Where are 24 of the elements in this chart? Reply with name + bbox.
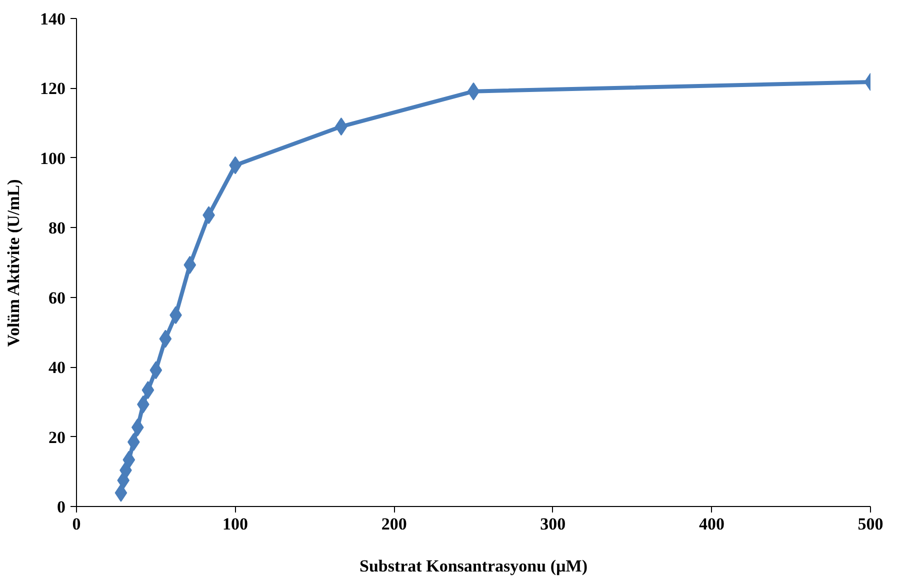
x-tick-label: 200 xyxy=(381,514,407,534)
y-axis-title: Volüm Aktivite (U/mL) xyxy=(4,179,23,347)
point xyxy=(114,484,128,502)
point xyxy=(159,330,172,348)
x-tick-label: 500 xyxy=(858,514,884,534)
point xyxy=(184,256,196,274)
y-tick-label: 80 xyxy=(48,218,66,238)
x-axis-title: Substrat Konsantrasyonu (µM) xyxy=(360,556,588,576)
y-tick-label: 20 xyxy=(48,428,66,447)
point xyxy=(131,418,144,436)
point xyxy=(142,381,154,400)
x-tick-label: 300 xyxy=(540,514,566,534)
point xyxy=(150,361,162,380)
x-tick-label: 0 xyxy=(72,514,81,534)
point xyxy=(467,82,480,100)
y-tick-label: 60 xyxy=(48,288,66,308)
y-tick-label: 140 xyxy=(40,10,66,28)
y-tick-label: 0 xyxy=(57,498,66,516)
y-tick-label: 40 xyxy=(48,358,66,378)
y-tick-label: 120 xyxy=(40,79,66,98)
y-tick-label: 100 xyxy=(40,148,66,168)
x-tick-label: 100 xyxy=(222,514,248,534)
point xyxy=(122,450,136,469)
x-tick-label: 400 xyxy=(698,514,724,534)
